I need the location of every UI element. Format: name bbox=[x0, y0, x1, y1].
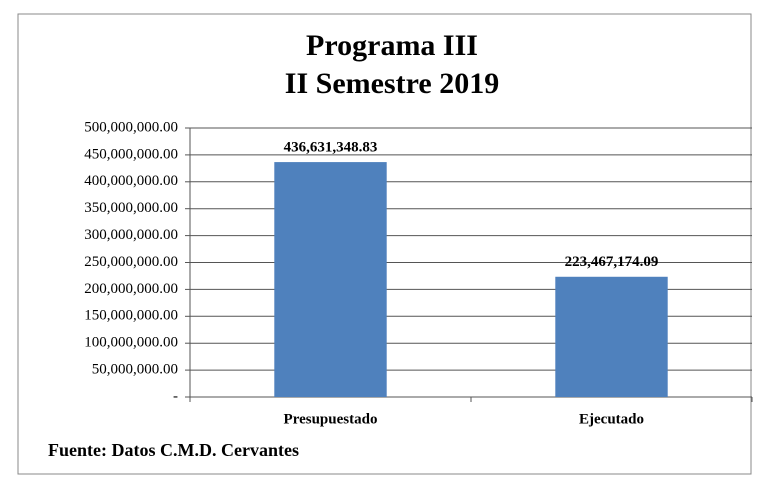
data-label: 223,467,174.09 bbox=[565, 254, 659, 270]
data-label: 436,631,348.83 bbox=[284, 140, 378, 156]
y-tick-label: 200,000,000.00 bbox=[84, 281, 178, 297]
bar bbox=[274, 162, 387, 397]
chart-subtitle: II Semestre 2019 bbox=[285, 67, 499, 100]
y-tick-label: 450,000,000.00 bbox=[84, 146, 178, 162]
y-tick-label: 350,000,000.00 bbox=[84, 200, 178, 216]
bar bbox=[555, 276, 668, 397]
y-tick-label: 300,000,000.00 bbox=[84, 227, 178, 243]
chart-title: Programa III bbox=[306, 29, 478, 62]
x-tick-label: Presupuestado bbox=[284, 411, 378, 427]
y-tick-label: 150,000,000.00 bbox=[84, 308, 178, 324]
y-tick-label: 50,000,000.00 bbox=[92, 362, 178, 378]
y-tick-label: 400,000,000.00 bbox=[84, 173, 178, 189]
y-tick-label: 100,000,000.00 bbox=[84, 335, 178, 351]
x-tick-label: Ejecutado bbox=[579, 411, 644, 427]
y-tick-label: 500,000,000.00 bbox=[84, 119, 178, 135]
source-note: Fuente: Datos C.M.D. Cervantes bbox=[48, 440, 299, 460]
y-tick-label: 250,000,000.00 bbox=[84, 254, 178, 270]
y-tick-label: - bbox=[173, 388, 178, 404]
